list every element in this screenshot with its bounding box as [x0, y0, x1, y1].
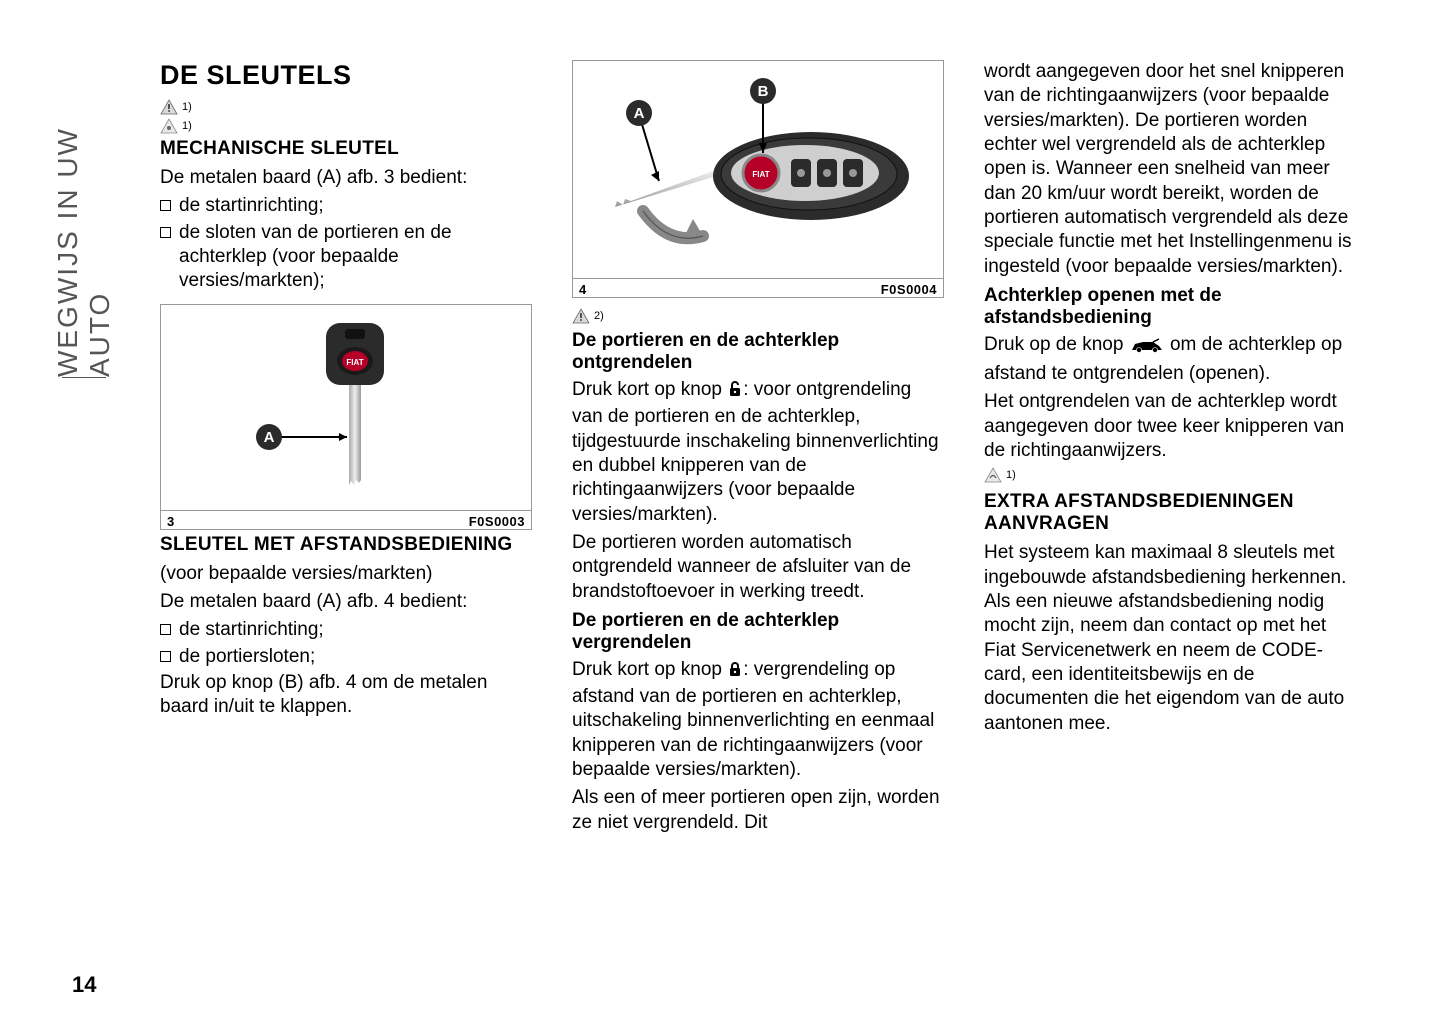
warning-note: 1) — [1006, 469, 1016, 481]
section-side-label-text: WEGWIJS IN UW AUTO — [52, 60, 116, 377]
square-bullet-icon — [160, 624, 171, 635]
svg-text:FIAT: FIAT — [346, 358, 363, 367]
section-side-label: WEGWIJS IN UW AUTO — [62, 60, 106, 378]
boot-paragraph-1: Druk op de knop om de achterklep op afst… — [984, 333, 1356, 387]
mechanical-key-intro: De metalen baard (A) afb. 3 bedient: — [160, 166, 532, 190]
figure-4-remote-key-illustration: FIAT — [573, 61, 943, 273]
square-bullet-icon — [160, 227, 171, 238]
figure-number: 3 — [167, 514, 174, 529]
figure-code: F0S0003 — [469, 514, 525, 529]
extra-remotes-paragraph: Het systeem kan maximaal 8 sleutels met … — [984, 541, 1356, 736]
lock-paragraph-2: Als een of meer portieren open zijn, wor… — [572, 786, 944, 835]
bullet-text: de startinrichting; — [179, 194, 324, 218]
bullet-item: de startinrichting; — [160, 194, 532, 218]
column-3: wordt aangegeven door het snel knipperen… — [984, 60, 1356, 839]
warning-row-2: 1) — [160, 118, 532, 134]
svg-text:B: B — [758, 83, 769, 100]
remote-key-heading: SLEUTEL MET AFSTANDSBEDIENING — [160, 534, 532, 556]
text-fragment: Druk kort op knop — [572, 659, 727, 680]
lock-paragraph-1: Druk kort op knop : vergrendeling op afs… — [572, 658, 944, 783]
column-2: FIAT — [572, 60, 944, 839]
warning-row-4: 1) — [984, 467, 1356, 483]
continuation-paragraph: wordt aangegeven door het snel knipperen… — [984, 60, 1356, 279]
warning-row-1: 1) — [160, 99, 532, 115]
figure-4: FIAT — [572, 60, 944, 298]
warning-triangle-icon — [572, 308, 590, 324]
figure-caption: 3 F0S0003 — [161, 510, 531, 529]
mechanical-key-heading: MECHANISCHE SLEUTEL — [160, 138, 532, 160]
text-fragment: Druk kort op knop — [572, 379, 727, 400]
info-triangle-icon — [984, 467, 1002, 483]
manual-page: WEGWIJS IN UW AUTO DE SLEUTELS 1) 1) — [0, 0, 1445, 1030]
figure-caption: 4 F0S0004 — [573, 278, 943, 297]
remote-key-sub: (voor bepaalde versies/markten) — [160, 562, 532, 586]
square-bullet-icon — [160, 200, 171, 211]
boot-paragraph-2: Het ontgrendelen van de achterklep wordt… — [984, 390, 1356, 463]
bullet-text: de startinrichting; — [179, 618, 324, 642]
content-columns: DE SLEUTELS 1) 1) MECHANISCHE SLEUTEL De… — [160, 60, 1375, 839]
figure-3: FIAT A 3 F0S — [160, 304, 532, 530]
warning-row-3: 2) — [572, 308, 944, 324]
square-bullet-icon — [160, 651, 171, 662]
unlock-paragraph-2: De portieren worden automatisch ontgrend… — [572, 531, 944, 604]
unlock-padlock-icon — [727, 380, 743, 405]
bullet-text: de sloten van de portieren en de achterk… — [179, 221, 532, 294]
svg-text:A: A — [634, 105, 645, 122]
page-number: 14 — [72, 972, 96, 998]
bullet-text: de portiersloten; — [179, 645, 315, 669]
unlock-heading: De portieren en de achterklep ontgrendel… — [572, 330, 944, 374]
lock-padlock-icon — [727, 660, 743, 685]
lock-heading: De portieren en de achterklep vergrendel… — [572, 610, 944, 654]
section-title: DE SLEUTELS — [160, 60, 532, 91]
svg-text:FIAT: FIAT — [752, 170, 769, 179]
bullet-item: de sloten van de portieren en de achterk… — [160, 221, 532, 294]
extra-remotes-heading: EXTRA AFSTANDSBEDIENINGEN AANVRAGEN — [984, 491, 1356, 535]
bullet-item: de startinrichting; — [160, 618, 532, 642]
warning-triangle-icon — [160, 99, 178, 115]
remote-key-intro: De metalen baard (A) afb. 4 bedient: — [160, 590, 532, 614]
remote-key-paragraph: Druk op knop (B) afb. 4 om de metalen ba… — [160, 671, 532, 720]
figure-code: F0S0004 — [881, 282, 937, 297]
text-fragment: : voor ontgrendeling van de portieren en… — [572, 379, 939, 525]
caution-triangle-icon — [160, 118, 178, 134]
figure-number: 4 — [579, 282, 586, 297]
bullet-item: de portiersloten; — [160, 645, 532, 669]
boot-open-heading: Achterklep openen met de afstandsbedieni… — [984, 285, 1356, 329]
svg-text:A: A — [264, 429, 275, 446]
warning-note: 2) — [594, 310, 604, 322]
unlock-paragraph-1: Druk kort op knop : voor ontgrendeling v… — [572, 378, 944, 527]
warning-note: 1) — [182, 120, 192, 132]
figure-3-key-illustration: FIAT A — [161, 305, 531, 505]
car-boot-icon — [1129, 337, 1165, 362]
text-fragment: Druk op de knop — [984, 334, 1129, 355]
column-1: DE SLEUTELS 1) 1) MECHANISCHE SLEUTEL De… — [160, 60, 532, 839]
warning-note: 1) — [182, 101, 192, 113]
